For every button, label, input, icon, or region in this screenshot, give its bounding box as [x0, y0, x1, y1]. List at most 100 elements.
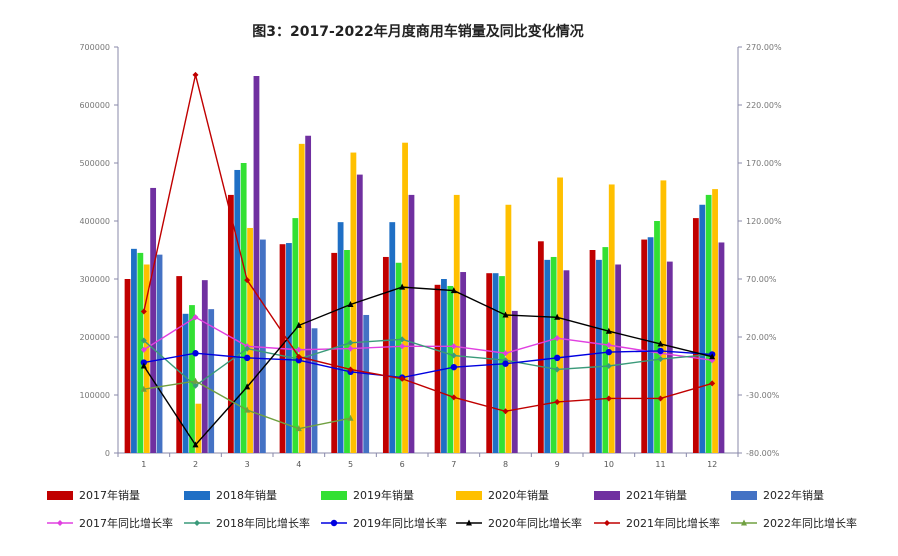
point-1-10: [605, 342, 612, 349]
legend-swatch-bar-3: [321, 491, 347, 500]
point-2-2: [192, 382, 199, 389]
point-6-3: [244, 406, 251, 413]
point-1-9: [554, 335, 561, 342]
bar-4-8: [505, 204, 512, 453]
point-4-7: [450, 287, 457, 294]
point-1-6: [399, 343, 406, 350]
point-4-3: [244, 383, 251, 390]
legend-label-line-6: 2022年同比增长率: [763, 516, 857, 530]
bar-4-10: [608, 184, 615, 453]
point-4-9: [554, 313, 561, 320]
bar-5-2: [201, 280, 208, 453]
bar-2-9: [544, 259, 551, 453]
legend-swatch-bar-1: [47, 491, 73, 500]
bar-4-12: [712, 189, 718, 453]
bar-3-1: [137, 252, 144, 453]
bar-1-6: [382, 256, 389, 453]
bar-4-6: [402, 142, 408, 453]
point-5-4: [295, 353, 302, 360]
bar-2-4: [286, 243, 292, 453]
bar-5-4: [305, 135, 312, 454]
bar-1-2: [176, 276, 183, 453]
point-6-1: [140, 385, 147, 392]
x-tick-label: 7: [451, 460, 456, 469]
point-1-4: [295, 346, 302, 353]
point-2-11: [657, 356, 664, 363]
point-5-5: [347, 366, 354, 373]
left-tick-label: 200000: [79, 333, 110, 342]
point-5-6: [399, 375, 406, 382]
bar-3-2: [189, 305, 195, 453]
bar-1-5: [331, 252, 338, 453]
x-tick-label: 12: [707, 460, 717, 469]
x-tick-label: 9: [555, 460, 560, 469]
point-2-3: [244, 345, 251, 352]
bar-5-9: [563, 270, 570, 453]
bar-3-5: [344, 250, 350, 453]
bar-4-1: [143, 264, 150, 453]
bar-1-12: [692, 218, 699, 453]
x-tick-label: 10: [604, 460, 614, 469]
legend-swatch-bar-2: [184, 491, 210, 500]
bar-2-8: [492, 273, 499, 453]
bar-3-7: [447, 285, 454, 453]
x-tick-label: 1: [141, 460, 146, 469]
right-tick-label: -30.00%: [746, 391, 780, 400]
bar-3-12: [705, 194, 712, 453]
line-3: [143, 350, 713, 379]
point-4-2: [192, 441, 199, 448]
bar-5-7: [460, 272, 467, 453]
legend: 2017年销量 2018年销量 2019年销量 2020年销量 2021年销量 2022年…: [47, 488, 857, 530]
point-2-1: [140, 337, 147, 344]
point-5-11: [657, 395, 664, 402]
bar-4-3: [247, 227, 253, 453]
bar-6-5: [363, 314, 370, 453]
x-tick-label: 4: [296, 460, 301, 469]
legend-label-line-1: 2017年同比增长率: [79, 516, 173, 530]
point-4-5: [347, 301, 354, 308]
legend-swatch-bar-6: [731, 491, 757, 500]
right-tick-label: 220.00%: [746, 101, 782, 110]
point-5-7: [450, 394, 457, 401]
legend-swatch-bar-5: [594, 491, 620, 500]
left-tick-label: 500000: [79, 159, 110, 168]
point-2-6: [399, 336, 406, 343]
right-tick-label: 270.00%: [746, 43, 782, 52]
bar-2-11: [647, 237, 654, 453]
bar-4-4: [298, 143, 305, 454]
legend-label-bar-2: 2018年销量: [216, 488, 277, 502]
line-5: [143, 74, 713, 412]
bar-4-5: [350, 152, 357, 453]
axes: 0 100000 200000 300000 400000 500000 600000 700…: [79, 43, 782, 469]
legend-label-line-2: 2018年同比增长率: [216, 516, 310, 530]
point-5-3: [244, 277, 251, 284]
lines: [57, 71, 747, 527]
right-tick-label: 120.00%: [746, 217, 782, 226]
point-3-9: [553, 354, 561, 362]
right-tick-label: 170.00%: [746, 159, 782, 168]
x-tick-label: 6: [400, 460, 405, 469]
bar-2-2: [182, 313, 189, 453]
left-tick-label: 700000: [79, 43, 110, 52]
bar-1-11: [641, 239, 648, 453]
point-6-2: [192, 377, 199, 384]
point-1-8: [502, 350, 509, 357]
point-2-7: [450, 352, 457, 359]
line-1: [143, 316, 713, 361]
legend-label-line-3: 2019年同比增长率: [353, 516, 447, 530]
point-5-8: [502, 408, 509, 415]
bar-1-9: [537, 241, 544, 453]
point-4-11: [657, 340, 664, 347]
bar-5-3: [253, 76, 260, 453]
legend-label-bar-3: 2019年销量: [353, 488, 414, 502]
x-tick-label: 11: [655, 460, 665, 469]
point-4-8: [502, 311, 509, 318]
bar-4-2: [195, 403, 202, 453]
point-2-10: [605, 363, 612, 369]
point-3-3: [243, 354, 251, 362]
bar-4-9: [557, 177, 563, 453]
bar-2-1: [131, 248, 137, 453]
bar-5-6: [408, 194, 415, 453]
